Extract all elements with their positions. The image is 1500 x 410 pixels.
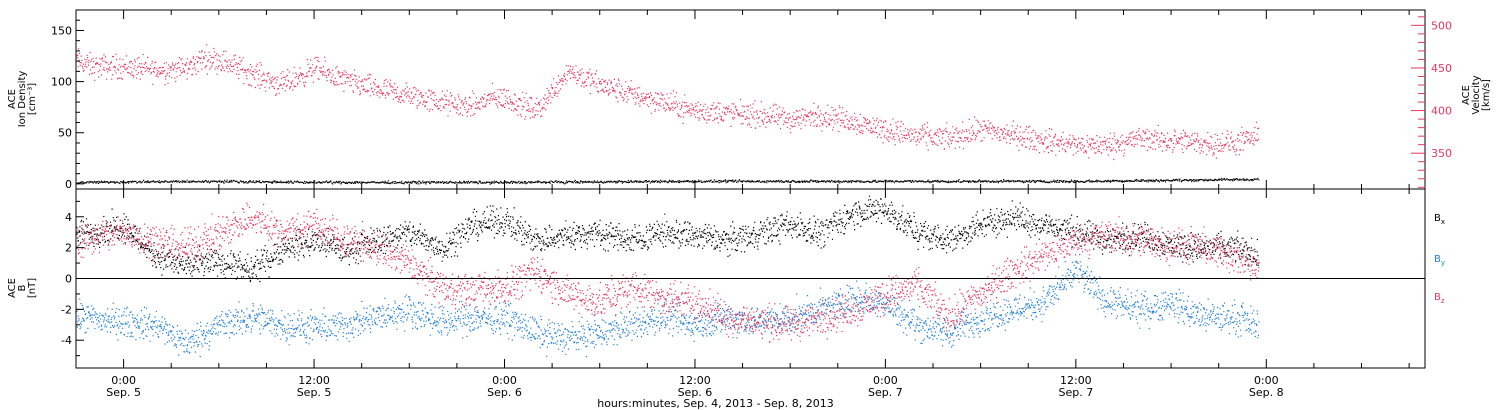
legend-bx: Bx: [1434, 213, 1445, 226]
x-tick-date: Sep. 8: [1249, 386, 1284, 399]
x-tick-time: 0:00: [111, 374, 136, 387]
legend-label: B: [1434, 213, 1441, 224]
y-tick-label: -2: [61, 303, 72, 316]
x-tick-date: Sep. 7: [868, 386, 903, 399]
y-right-tick-label: 350: [1431, 147, 1452, 160]
y-right-tick-label: 400: [1431, 105, 1452, 118]
legend-subscript: y: [1441, 259, 1445, 267]
y-tick-label: 50: [58, 127, 72, 140]
series-points-bz: [76, 202, 1260, 343]
density-axis-title-line: [cm⁻³]: [27, 83, 38, 115]
x-tick-time: 0:00: [1254, 374, 1279, 387]
x-tick-time: 0:00: [873, 374, 898, 387]
x-tick-time: 12:00: [298, 374, 330, 387]
velocity-axis-title-line: ACE: [1461, 85, 1472, 105]
series-points-by: [76, 254, 1260, 358]
legend-bz: Bz: [1434, 292, 1445, 305]
x-tick-date: Sep. 5: [297, 386, 332, 399]
b-axis-title-line: B: [17, 284, 28, 291]
x-tick-date: Sep. 5: [106, 386, 141, 399]
velocity-axis-title-line: Velocity: [1471, 75, 1482, 114]
axes: [75, 9, 1426, 369]
velocity-series-points: [76, 44, 1260, 161]
x-tick-time: 0:00: [492, 374, 517, 387]
legend-subscript: x: [1441, 218, 1445, 226]
x-tick-date: Sep. 6: [487, 386, 522, 399]
density-axis-title-line: Ion Density: [17, 71, 28, 128]
y-right-tick-label: 500: [1431, 19, 1452, 32]
legend-by: By: [1434, 254, 1445, 267]
y-tick-label: 4: [65, 211, 72, 224]
legend-label: B: [1434, 292, 1441, 303]
x-axis-label: hours:minutes, Sep. 4, 2013 - Sep. 8, 20…: [597, 397, 834, 410]
b-axis-title: ACE B [nT]: [7, 278, 38, 298]
b-axis-title-line: ACE: [7, 278, 18, 298]
x-tick-date: Sep. 6: [678, 386, 713, 399]
velocity-axis-title-line: [km/s]: [1481, 79, 1492, 111]
y-right-tick-label: 450: [1431, 62, 1452, 75]
x-tick-time: 12:00: [679, 374, 711, 387]
top-panel-points: [76, 44, 1260, 185]
top-panel-frame: [75, 9, 1426, 190]
density-axis-title: ACE Ion Density [cm⁻³]: [7, 71, 38, 128]
density-series-points: [76, 177, 1260, 185]
y-tick-label: 150: [51, 24, 72, 37]
density-axis-title-line: ACE: [7, 89, 18, 109]
y-tick-label: 0: [65, 273, 72, 286]
x-tick-time: 12:00: [1060, 374, 1092, 387]
legend-subscript: z: [1441, 297, 1445, 305]
x-tick-date: Sep. 7: [1058, 386, 1093, 399]
y-tick-label: 2: [65, 242, 72, 255]
bottom-panel-points: [76, 195, 1260, 358]
y-tick-label: 0: [65, 178, 72, 191]
b-axis-title-line: [nT]: [27, 278, 38, 298]
y-tick-label: 100: [51, 76, 72, 89]
legend-label: B: [1434, 254, 1441, 265]
velocity-axis-title: ACE Velocity [km/s]: [1461, 75, 1492, 114]
y-tick-label: -4: [61, 334, 72, 347]
